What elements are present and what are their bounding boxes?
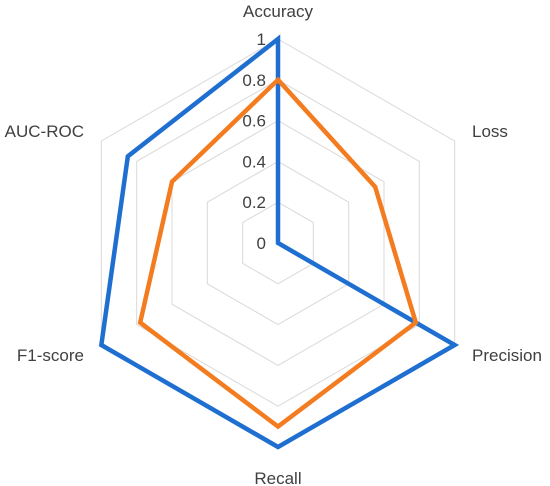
- tick-label: 1: [257, 30, 266, 49]
- axis-label-f1-score: F1-score: [17, 346, 84, 365]
- series-1-line: [98, 34, 460, 450]
- axis-label-precision: Precision: [472, 346, 542, 365]
- tick-layer: 0 0.2 0.4 0.6 0.8 1: [242, 30, 266, 253]
- axis-label-loss: Loss: [472, 122, 508, 141]
- tick-label: 0.6: [242, 112, 266, 131]
- axis-label-accuracy: Accuracy: [243, 2, 313, 21]
- grid-ring: [206, 160, 350, 326]
- grid-ring: [136, 79, 420, 407]
- axis-label-recall: Recall: [254, 469, 301, 486]
- tick-label: 0.2: [242, 193, 266, 212]
- series-2-line: [137, 76, 419, 430]
- tick-label: 0.4: [242, 152, 266, 171]
- tick-label: 0: [257, 234, 266, 253]
- axis-label-auc-roc: AUC-ROC: [5, 122, 84, 141]
- tick-label: 0.8: [242, 71, 266, 90]
- grid-ring: [242, 201, 314, 285]
- series-layer: [98, 34, 460, 450]
- axis-label-layer: Accuracy Loss Precision Recall F1-score AUC-R…: [5, 2, 542, 486]
